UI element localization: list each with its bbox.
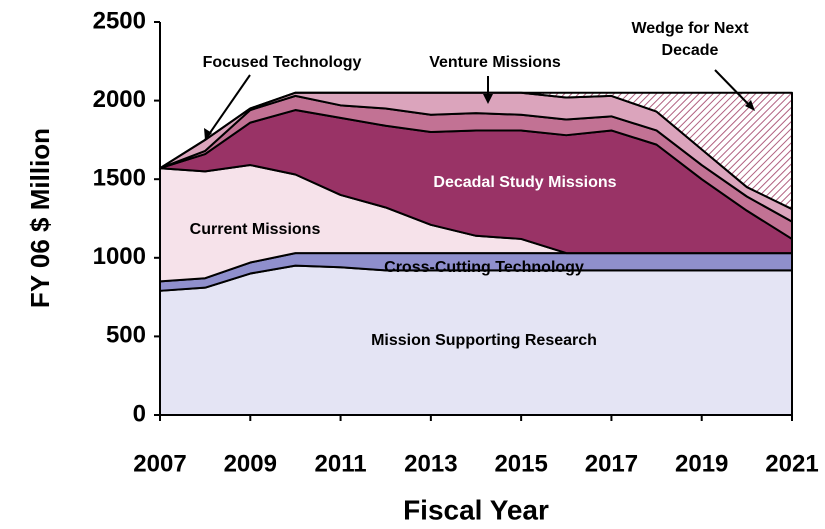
y-axis-label: FY 06 $ Million	[25, 128, 55, 308]
series-label: Focused Technology	[202, 54, 362, 71]
x-tick-label: 2009	[224, 450, 277, 477]
x-tick-label: 2019	[675, 450, 728, 477]
area	[159, 91, 793, 211]
y-tick-label: 0	[133, 400, 146, 427]
arrow-head	[204, 128, 212, 140]
y-tick-label: 1000	[93, 243, 146, 270]
arrow	[204, 74, 251, 141]
series-label: Cross-Cutting Technology	[384, 259, 584, 276]
y-tick-label: 2500	[93, 7, 146, 34]
series-label: Decadal Study Missions	[433, 174, 617, 191]
x-tick-label: 2015	[494, 450, 547, 477]
arrow	[714, 69, 753, 109]
series-label: Venture Missions	[429, 54, 561, 71]
series-label: Mission Supporting Research	[371, 332, 597, 349]
y-tick-label: 500	[106, 322, 146, 349]
x-tick-label: 2013	[404, 450, 457, 477]
arrow-head	[745, 100, 755, 111]
x-tick-label: 2021	[765, 450, 818, 477]
x-tick-label: 2007	[133, 450, 186, 477]
x-tick-label: 2017	[585, 450, 638, 477]
series-label: Wedge for Next Decade	[631, 20, 749, 59]
series-label: Current Missions	[189, 221, 321, 238]
y-tick-label: 1500	[93, 165, 146, 192]
y-tick-label: 2000	[93, 86, 146, 113]
arrow-head	[483, 94, 493, 104]
x-axis-label: Fiscal Year	[403, 494, 549, 525]
x-tick-label: 2011	[315, 450, 367, 477]
